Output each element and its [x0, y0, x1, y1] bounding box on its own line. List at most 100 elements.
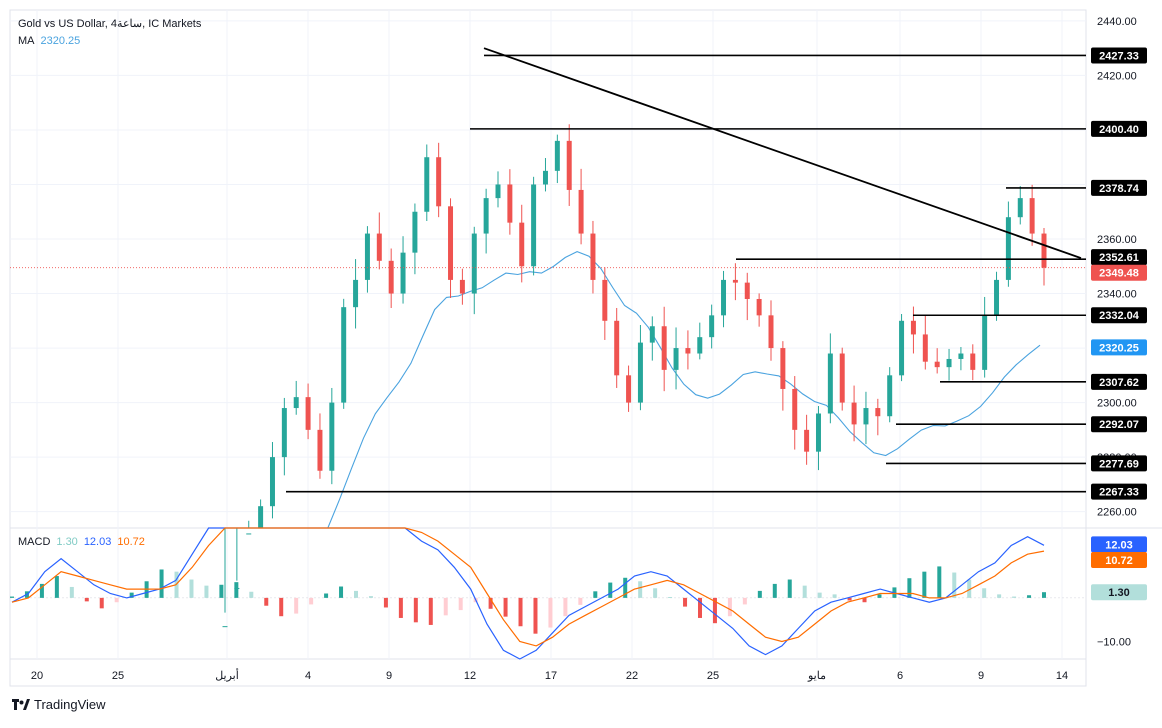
candle-body [958, 353, 964, 359]
macd-histogram-bar [877, 594, 882, 598]
macd-histogram-bar [428, 597, 433, 625]
ma-line [221, 250, 1041, 529]
price-tick-label: 2340.00 [1097, 289, 1137, 301]
macd-histogram-bar [817, 592, 822, 598]
candle-body [744, 282, 750, 299]
candle-body [792, 388, 798, 430]
candle-body [1017, 198, 1023, 218]
macd-line [11, 527, 1045, 660]
macd-tick-label: −10.00 [1097, 637, 1131, 649]
macd-histogram-bar [54, 576, 59, 598]
macd-histogram-bar [907, 578, 912, 598]
candle-body [982, 315, 988, 370]
candle-body [934, 361, 940, 368]
candle-body [341, 307, 347, 403]
candle-body [222, 626, 228, 628]
candle-body [317, 429, 323, 471]
macd-histogram-bar [847, 597, 852, 601]
candles-layer [222, 124, 1047, 628]
macd-histogram-bar [623, 577, 628, 598]
macd-histogram-bar [832, 594, 837, 598]
macd-histogram-bar [1012, 596, 1017, 598]
signal-line [11, 527, 1045, 647]
macd-histogram-bar [84, 597, 89, 602]
macd-histogram-bar [698, 597, 702, 618]
candle-body [353, 279, 359, 308]
macd-histogram-bar [593, 591, 598, 598]
macd-signal-value: 10.72 [117, 536, 145, 548]
macd-histogram-bar [159, 569, 164, 598]
candle-body [1029, 198, 1035, 234]
candle-body [875, 408, 881, 417]
price-tick-label: 2360.00 [1097, 234, 1137, 246]
tradingview-logo[interactable]: TradingView [12, 697, 106, 712]
candle-body [376, 233, 382, 261]
candle-body [780, 348, 786, 389]
candle-body [293, 397, 299, 409]
macd-histogram-bar [967, 579, 972, 598]
macd-hist-value: 1.30 [56, 536, 78, 548]
macd-histogram-bar [862, 597, 867, 603]
level-badge: 2427.33 [1099, 50, 1139, 62]
macd-histogram-bar [952, 572, 957, 598]
candle-body [946, 358, 952, 368]
candle-body [436, 157, 442, 207]
candle-body [566, 140, 572, 190]
candle-body [815, 413, 821, 452]
macd-histogram-bar [249, 591, 254, 598]
time-tick-label: 4 [305, 670, 311, 682]
macd-histogram-bar [922, 571, 927, 598]
time-tick-label: 14 [1056, 670, 1068, 682]
candle-body [495, 184, 501, 199]
macd-histogram-bar [398, 597, 403, 618]
candle-body [851, 402, 857, 425]
macd-histogram-bar [608, 582, 613, 598]
tradingview-logo-icon [12, 698, 30, 710]
time-tick-label: 6 [897, 670, 903, 682]
macd-histogram-bar [99, 597, 104, 609]
macd-histogram-bar [727, 597, 732, 617]
candle-body [471, 233, 477, 294]
candle-body [709, 315, 715, 338]
candle-body [554, 140, 560, 171]
candle-body [732, 279, 738, 283]
axis-labels-layer: 2260.002280.002300.002320.002340.002360.… [31, 16, 1137, 682]
candle-body [804, 429, 810, 452]
level-badge-bg [1091, 373, 1147, 390]
macd-histogram-bar [264, 597, 269, 606]
candle-body [649, 326, 655, 343]
level-badge: 2277.69 [1099, 458, 1139, 470]
level-badge: 2378.74 [1099, 183, 1140, 195]
macd-histogram-bar [114, 597, 119, 603]
level-badge-bg [1091, 483, 1147, 500]
candle-body [839, 353, 845, 403]
time-tick-label: 20 [31, 670, 43, 682]
candle-body [970, 353, 976, 370]
macd-histogram-bar [383, 597, 388, 608]
macd-histogram-bar [1042, 592, 1046, 598]
candle-body [281, 408, 287, 458]
macd-value-badge: 12.03 [1105, 539, 1133, 551]
brand-name: TradingView [34, 697, 106, 712]
macd-histogram-bar [294, 597, 299, 614]
candle-body [400, 252, 406, 294]
macd-label: MACD [18, 536, 51, 548]
candle-body [863, 408, 869, 425]
current-price-badge-bg [1091, 264, 1147, 281]
macd-histogram-bar [354, 590, 358, 598]
candle-body [614, 320, 620, 376]
level-badge-bg [1091, 120, 1147, 137]
macd-histogram-bar [668, 596, 673, 598]
candle-body [673, 348, 679, 370]
macd-histogram-bar [683, 597, 688, 607]
candle-body [721, 279, 727, 316]
macd-histogram-bar [712, 597, 717, 624]
macd-histogram-bar [503, 597, 508, 617]
time-tick-label: مايو [807, 670, 826, 682]
hist-value-badge: 1.30 [1108, 587, 1129, 599]
candle-body [922, 334, 928, 362]
macd-histogram-bar [339, 586, 344, 598]
price-badges-layer: 2427.33 2400.40 2378.74 2352.61 2332.04 2307.… [1091, 47, 1147, 601]
